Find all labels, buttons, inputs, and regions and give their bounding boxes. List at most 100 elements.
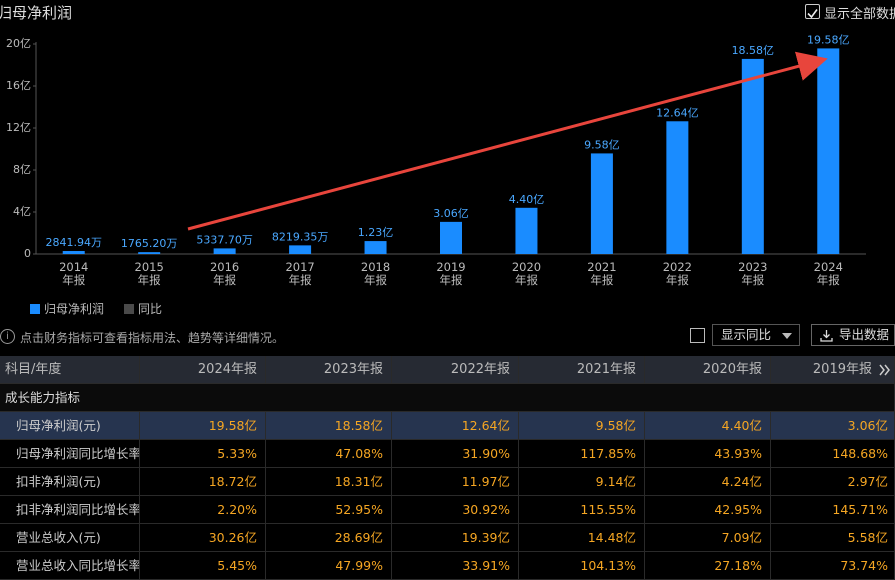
row-label: 扣非净利润同比增长率	[0, 496, 140, 524]
table-value: 19.58亿	[140, 412, 266, 440]
table-value: 104.13%	[519, 552, 645, 580]
table-value: 4.24亿	[645, 468, 771, 496]
table-value: 18.31亿	[266, 468, 392, 496]
dropdown-caret	[782, 333, 792, 339]
table-value: 2.20%	[140, 496, 266, 524]
value-label: 8219.35万	[272, 230, 329, 243]
x-tick-label: 2015年报	[134, 260, 164, 287]
yoy-dropdown-label: 显示同比	[721, 327, 772, 342]
info-text: 点击财务指标可查看指标用法、趋势等详细情况。	[20, 331, 285, 345]
y-tick-label: 0	[24, 247, 31, 260]
more-columns-icon[interactable]	[879, 364, 891, 376]
value-label: 4.40亿	[509, 193, 545, 206]
table-value: 4.40亿	[645, 412, 771, 440]
bar	[213, 248, 236, 254]
legend-swatch	[30, 304, 40, 314]
yoy-checkbox[interactable]	[690, 328, 705, 343]
table-value: 31.90%	[392, 440, 519, 468]
x-tick-label: 2017年报	[285, 260, 315, 287]
table-value: 9.14亿	[519, 468, 645, 496]
value-label: 12.64亿	[656, 106, 699, 119]
row-label: 归母净利润同比增长率	[0, 440, 140, 468]
table-value: 18.72亿	[140, 468, 266, 496]
chart: 0 4亿 8亿 12亿 16亿 20亿 2841.94万 1765.20万 5337.70万 82…	[6, 33, 866, 260]
column-header: 2024年报	[140, 356, 266, 384]
table-value: 19.39亿	[392, 524, 519, 552]
table-value: 5.33%	[140, 440, 266, 468]
x-tick-label: 2018年报	[360, 260, 391, 287]
value-label: 3.06亿	[433, 207, 469, 220]
table-value: 27.18%	[645, 552, 771, 580]
table-value: 3.06亿	[771, 412, 895, 440]
table-value: 30.26亿	[140, 524, 266, 552]
row-label: 归母净利润(元)	[0, 412, 140, 440]
bar	[138, 252, 161, 254]
table-value: 73.74%	[771, 552, 895, 580]
legend-label: 同比	[138, 302, 163, 316]
section-title: 成长能力指标	[0, 384, 895, 412]
y-tick-label: 12亿	[6, 121, 31, 134]
legend-swatch	[124, 304, 134, 314]
table-value: 5.58亿	[771, 524, 895, 552]
bar	[817, 48, 840, 254]
y-tick-label: 20亿	[6, 37, 31, 50]
table-value: 14.48亿	[519, 524, 645, 552]
table-value: 115.55%	[519, 496, 645, 524]
legend-item[interactable]: 同比	[124, 300, 162, 317]
table-value: 30.92%	[392, 496, 519, 524]
table-value: 43.93%	[645, 440, 771, 468]
data-table: 科目/年度 2024年报 2023年报 2022年报 2021年报 2020年报 2019年…	[0, 356, 895, 580]
table-value: 47.99%	[266, 552, 392, 580]
table-value: 117.85%	[519, 440, 645, 468]
legend-item[interactable]: 归母净利润	[30, 300, 104, 317]
y-tick-label: 8亿	[13, 163, 31, 176]
row-label: 营业总收入(元)	[0, 524, 140, 552]
table-value: 18.58亿	[266, 412, 392, 440]
column-header: 2021年报	[519, 356, 645, 384]
row-header-title: 科目/年度	[0, 356, 140, 384]
column-header: 2019年报	[771, 356, 895, 384]
table-value: 28.69亿	[266, 524, 392, 552]
x-tick-label: 2021年报	[587, 260, 617, 287]
table-value: 47.08%	[266, 440, 392, 468]
export-icon	[820, 330, 833, 342]
x-tick-label: 2016年报	[209, 260, 240, 287]
bar	[440, 221, 462, 254]
show-all-checkbox[interactable]	[805, 4, 820, 19]
yoy-dropdown[interactable]: 显示同比	[712, 324, 800, 346]
value-label: 1.23亿	[358, 226, 394, 239]
value-label: 9.58亿	[584, 138, 620, 151]
table-value: 42.95%	[645, 496, 771, 524]
chart-title: 归母净利润	[0, 4, 73, 22]
x-tick-label: 2014年报	[59, 260, 89, 287]
info-icon: i	[0, 329, 15, 344]
y-tick-label: 16亿	[6, 79, 31, 92]
column-header: 2023年报	[266, 356, 392, 384]
value-label: 18.58亿	[732, 44, 775, 57]
table-value: 7.09亿	[645, 524, 771, 552]
bar	[289, 245, 312, 254]
column-header: 2020年报	[645, 356, 771, 384]
bar	[666, 121, 689, 254]
table-value: 5.45%	[140, 552, 266, 580]
bar	[741, 58, 764, 254]
table-value: 33.91%	[392, 552, 519, 580]
table-value: 148.68%	[771, 440, 895, 468]
export-label: 导出数据	[839, 327, 890, 342]
x-tick-label: 2023年报	[738, 260, 768, 287]
value-label: 5337.70万	[196, 233, 253, 246]
value-label: 1765.20万	[121, 237, 178, 250]
trend-arrow	[187, 51, 828, 231]
bar	[62, 251, 85, 254]
check-icon	[807, 9, 818, 19]
bar	[590, 153, 613, 254]
table-value: 11.97亿	[392, 468, 519, 496]
row-label: 营业总收入同比增长率	[0, 552, 140, 580]
x-tick-label: 2019年报	[436, 260, 466, 287]
row-label: 扣非净利润(元)	[0, 468, 140, 496]
table-value: 2.97亿	[771, 468, 895, 496]
show-all-label[interactable]: 显示全部数据	[824, 7, 895, 22]
bar	[364, 241, 387, 254]
export-button[interactable]: 导出数据	[811, 324, 895, 346]
